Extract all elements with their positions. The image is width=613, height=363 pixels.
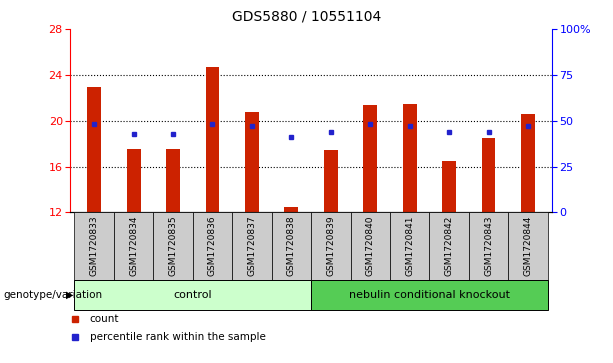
Text: GDS5880 / 10551104: GDS5880 / 10551104 xyxy=(232,9,381,23)
Text: GSM1720840: GSM1720840 xyxy=(366,216,375,276)
Bar xyxy=(205,67,219,212)
Bar xyxy=(74,212,114,280)
Text: GSM1720833: GSM1720833 xyxy=(89,216,99,276)
Bar xyxy=(442,161,456,212)
Text: GSM1720835: GSM1720835 xyxy=(169,216,178,276)
Bar xyxy=(311,212,351,280)
Bar xyxy=(127,149,140,212)
Text: GSM1720839: GSM1720839 xyxy=(326,216,335,276)
Text: count: count xyxy=(89,314,120,323)
Text: GSM1720837: GSM1720837 xyxy=(248,216,256,276)
Bar xyxy=(430,212,469,280)
Text: percentile rank within the sample: percentile rank within the sample xyxy=(89,331,265,342)
Bar xyxy=(87,87,101,212)
Text: GSM1720836: GSM1720836 xyxy=(208,216,217,276)
Text: ▶: ▶ xyxy=(66,290,74,300)
Bar xyxy=(469,212,508,280)
Bar xyxy=(521,114,535,212)
Bar xyxy=(272,212,311,280)
Text: genotype/variation: genotype/variation xyxy=(3,290,102,300)
Bar xyxy=(245,111,259,212)
Text: GSM1720842: GSM1720842 xyxy=(444,216,454,276)
Bar xyxy=(153,212,192,280)
Bar xyxy=(364,105,377,212)
Text: GSM1720838: GSM1720838 xyxy=(287,216,296,276)
Text: GSM1720841: GSM1720841 xyxy=(405,216,414,276)
Bar xyxy=(74,280,311,310)
Bar xyxy=(192,212,232,280)
Text: GSM1720843: GSM1720843 xyxy=(484,216,493,276)
Bar xyxy=(166,149,180,212)
Bar xyxy=(311,280,548,310)
Bar xyxy=(284,207,299,212)
Bar xyxy=(114,212,153,280)
Bar xyxy=(403,103,417,212)
Text: GSM1720844: GSM1720844 xyxy=(524,216,533,276)
Bar xyxy=(482,138,495,212)
Bar xyxy=(232,212,272,280)
Text: GSM1720834: GSM1720834 xyxy=(129,216,138,276)
Bar xyxy=(390,212,430,280)
Bar xyxy=(508,212,548,280)
Bar xyxy=(324,151,338,212)
Bar xyxy=(351,212,390,280)
Text: nebulin conditional knockout: nebulin conditional knockout xyxy=(349,290,510,300)
Text: control: control xyxy=(173,290,212,300)
